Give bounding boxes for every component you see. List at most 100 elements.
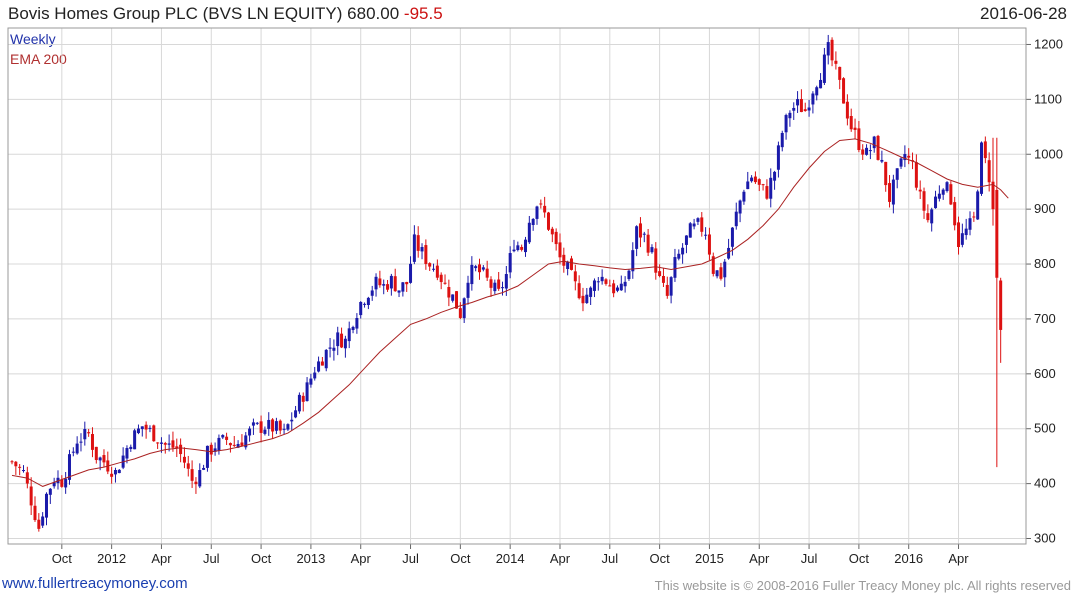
candle-body: [635, 226, 639, 249]
candle-body: [983, 141, 987, 159]
candle-body: [271, 419, 275, 432]
candle-body: [907, 155, 911, 158]
candle-body: [991, 181, 995, 210]
candle-body: [949, 184, 953, 205]
candle-body: [972, 216, 976, 218]
candle-body: [872, 136, 876, 149]
candle-body: [573, 271, 577, 282]
candle-body: [888, 183, 892, 202]
candle-body: [508, 253, 512, 273]
candle-body: [876, 135, 880, 160]
candle-body: [14, 461, 18, 467]
candle-body: [366, 297, 370, 305]
candle-body: [650, 247, 654, 253]
candle-body: [389, 275, 393, 289]
candle-body: [474, 266, 478, 269]
candle-body: [780, 132, 784, 148]
candle-body: [562, 254, 566, 266]
x-tick-label: 2012: [97, 551, 126, 566]
candle-body: [455, 291, 459, 309]
candle-body: [842, 78, 846, 104]
x-tick-label: Apr: [351, 551, 372, 566]
candle-body: [619, 283, 623, 291]
candle-body: [309, 378, 313, 385]
candle-body: [819, 79, 823, 89]
candle-body: [186, 463, 190, 469]
candle-body: [968, 218, 972, 230]
legend-ema: EMA 200: [10, 51, 67, 67]
candle-body: [140, 426, 144, 430]
candle-body: [627, 270, 631, 280]
candle-body: [761, 184, 765, 186]
candle-body: [807, 107, 811, 111]
candle-body: [811, 93, 815, 105]
candle-body: [891, 179, 895, 205]
candle-body: [857, 128, 861, 151]
candle-body: [44, 493, 48, 518]
candle-body: [202, 467, 206, 470]
candles: [10, 34, 1003, 532]
candle-body: [232, 444, 236, 446]
candle-body: [930, 209, 934, 224]
candle-body: [240, 442, 244, 446]
candle-body: [899, 158, 903, 167]
candle-body: [922, 191, 926, 211]
candle-body: [420, 247, 424, 252]
candle-body: [589, 287, 593, 297]
candle-body: [228, 443, 232, 446]
legend-weekly: Weekly: [10, 31, 56, 47]
candle-body: [937, 193, 941, 199]
x-tick-label: Apr: [948, 551, 969, 566]
candle-body: [792, 107, 796, 111]
candle-body: [926, 213, 930, 221]
candle-body: [179, 444, 183, 455]
candle-body: [765, 186, 769, 199]
y-axis: 300 400 500 600 700 800 900 1000 1100 1200: [1026, 36, 1063, 546]
candle-body: [225, 436, 229, 440]
candle-body: [324, 349, 328, 369]
candle-body: [531, 218, 535, 225]
candle-body: [999, 280, 1003, 330]
candle-body: [83, 429, 87, 440]
x-tick-label: Oct: [849, 551, 870, 566]
candle-body: [290, 419, 294, 422]
candle-body: [259, 421, 263, 433]
candle-body: [167, 443, 171, 445]
candle-body: [569, 258, 573, 270]
candle-body: [171, 440, 175, 448]
y-tick-label: 1100: [1034, 91, 1062, 106]
candle-body: [957, 222, 961, 248]
candle-body: [707, 234, 711, 255]
candle-body: [853, 127, 857, 130]
candle-body: [577, 283, 581, 299]
company-name: Bovis Homes Group PLC (BVS LN EQUITY): [8, 4, 343, 23]
candle-body: [868, 150, 872, 152]
candle-body: [596, 281, 600, 283]
candle-body: [976, 191, 980, 220]
candle-body: [834, 60, 838, 64]
candle-body: [159, 442, 163, 444]
x-tick-label: 2016: [894, 551, 923, 566]
y-tick-label: 600: [1034, 366, 1056, 381]
candle-body: [428, 263, 432, 267]
x-tick-label: Apr: [151, 551, 172, 566]
candle-body: [646, 234, 650, 253]
candle-body: [470, 264, 474, 285]
candle-body: [615, 287, 619, 291]
candle-body: [546, 212, 550, 230]
candle-body: [64, 478, 68, 488]
candle-body: [274, 421, 278, 431]
candle-body: [251, 422, 255, 426]
candle-body: [539, 203, 543, 205]
candle-body: [75, 443, 79, 454]
x-tick-label: Jul: [601, 551, 618, 566]
candle-body: [566, 261, 570, 270]
footer-website-link[interactable]: www.fullertreacymoney.com: [2, 575, 188, 592]
candle-body: [738, 200, 742, 214]
candle-body: [386, 284, 390, 290]
candle-body: [485, 268, 489, 278]
candle-body: [746, 181, 750, 190]
candle-body: [432, 268, 436, 270]
candle-body: [363, 303, 367, 305]
